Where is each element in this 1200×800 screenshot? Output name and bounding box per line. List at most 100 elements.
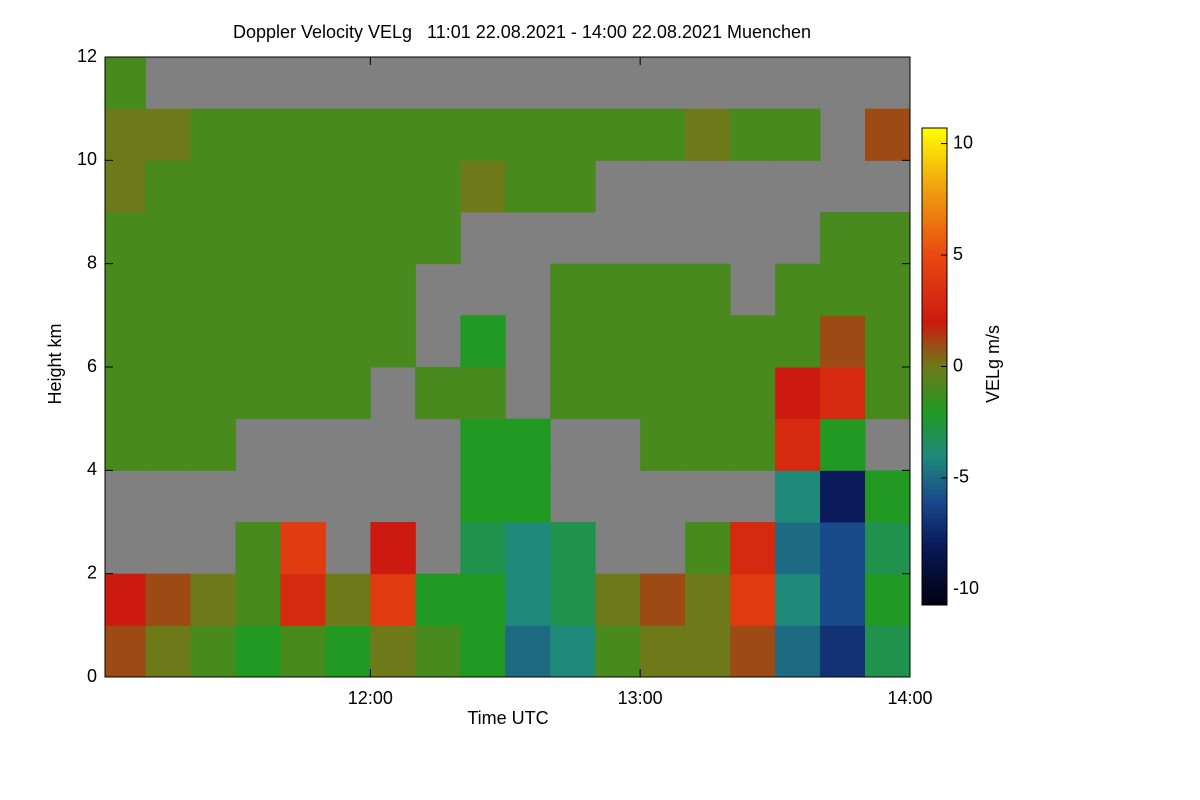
heatmap-cell [105, 212, 146, 265]
heatmap-cell [145, 418, 191, 471]
heatmap-cell [685, 418, 731, 471]
heatmap-cell [865, 625, 911, 678]
heatmap-cell [190, 573, 236, 626]
heatmap-cell [190, 418, 236, 471]
heatmap-cell [595, 108, 641, 161]
heatmap-cell [460, 470, 506, 523]
heatmap-cell [775, 573, 821, 626]
heatmap-cell [730, 418, 776, 471]
heatmap-cell [325, 625, 371, 678]
heatmap-cell [105, 573, 146, 626]
colorbar-tick-label: -5 [953, 467, 969, 487]
heatmap-cell [685, 108, 731, 161]
heatmap-cell [685, 315, 731, 368]
heatmap-cell [730, 625, 776, 678]
heatmap-cell [145, 160, 191, 213]
heatmap-cell [190, 212, 236, 265]
heatmap-cell [235, 573, 281, 626]
heatmap-cell [280, 367, 326, 420]
heatmap-cell [280, 263, 326, 316]
heatmap-cell [325, 573, 371, 626]
heatmap-cell [775, 418, 821, 471]
heatmap-cell [460, 625, 506, 678]
heatmap-cell [370, 108, 416, 161]
heatmap-cell [685, 573, 731, 626]
heatmap-cell [105, 160, 146, 213]
heatmap-cell [280, 315, 326, 368]
heatmap-cell [325, 315, 371, 368]
heatmap-cell [505, 470, 551, 523]
heatmap-cell [730, 315, 776, 368]
heatmap-cell [235, 160, 281, 213]
heatmap-cell [865, 315, 911, 368]
heatmap-cell [820, 573, 866, 626]
heatmap-cell [730, 522, 776, 575]
heatmap-cell [640, 625, 686, 678]
heatmap-cell [550, 263, 596, 316]
chart-title: Doppler Velocity VELg 11:01 22.08.2021 -… [233, 22, 811, 42]
y-tick-label: 12 [77, 46, 97, 66]
heatmap-cell [145, 315, 191, 368]
heatmap-cell [685, 522, 731, 575]
heatmap-cell [235, 108, 281, 161]
heatmap-cell [145, 367, 191, 420]
heatmap-cell [370, 625, 416, 678]
y-tick-label: 8 [87, 252, 97, 272]
x-tick-label: 12:00 [348, 688, 393, 708]
heatmap-cell [865, 367, 911, 420]
heatmap-cell [145, 263, 191, 316]
heatmap-cell [460, 315, 506, 368]
heatmap-cell [550, 108, 596, 161]
y-tick-label: 2 [87, 562, 97, 582]
heatmap-cell [460, 418, 506, 471]
heatmap-cell [415, 625, 461, 678]
y-tick-label: 4 [87, 459, 97, 479]
heatmap-cell [595, 263, 641, 316]
heatmap-cell [820, 470, 866, 523]
heatmap-cell [105, 57, 146, 110]
heatmap-cell [325, 367, 371, 420]
heatmap-cell [325, 212, 371, 265]
heatmap-cell [640, 418, 686, 471]
heatmap-cell [280, 522, 326, 575]
heatmap-cell [105, 418, 146, 471]
heatmap-cell [595, 625, 641, 678]
y-tick-label: 6 [87, 356, 97, 376]
heatmap-cell [775, 625, 821, 678]
heatmap-cell [325, 160, 371, 213]
x-tick-label: 13:00 [618, 688, 663, 708]
heatmap-cell [550, 315, 596, 368]
heatmap-cell [370, 263, 416, 316]
heatmap-cell [775, 108, 821, 161]
heatmap-cell [280, 573, 326, 626]
heatmap-cell [505, 108, 551, 161]
heatmap-cell [640, 108, 686, 161]
heatmap-cell [685, 367, 731, 420]
heatmap-cell [865, 212, 911, 265]
heatmap-cell [820, 418, 866, 471]
colorbar-tick-label: 0 [953, 355, 963, 375]
heatmap-cell [640, 367, 686, 420]
heatmap-cell [280, 625, 326, 678]
heatmap-cell [865, 108, 911, 161]
heatmap-cell [105, 315, 146, 368]
colorbar-tick-label: 5 [953, 244, 963, 264]
heatmap-cell [190, 367, 236, 420]
heatmap-cell [775, 470, 821, 523]
heatmap-cell [640, 573, 686, 626]
heatmap-cell [145, 573, 191, 626]
x-tick-label: 14:00 [887, 688, 932, 708]
heatmap-cell [190, 108, 236, 161]
heatmap-cell [415, 367, 461, 420]
colorbar-tick-label: -10 [953, 578, 979, 598]
heatmap-cell [460, 108, 506, 161]
heatmap-cell [595, 315, 641, 368]
heatmap-cell [820, 522, 866, 575]
heatmap-cell [105, 108, 146, 161]
heatmap-cell [190, 263, 236, 316]
heatmap-cell [640, 263, 686, 316]
heatmap-cell [550, 522, 596, 575]
heatmap-cell [505, 160, 551, 213]
heatmap-cell [730, 367, 776, 420]
